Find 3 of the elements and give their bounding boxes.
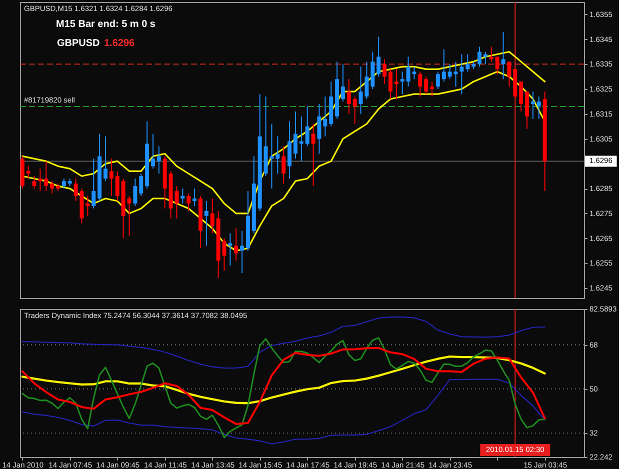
annotation: 1.6296: [104, 38, 136, 49]
annotation: M15 Bar end: 5 m 0 s: [56, 19, 156, 30]
annotation: GBPUSD: [57, 38, 100, 49]
